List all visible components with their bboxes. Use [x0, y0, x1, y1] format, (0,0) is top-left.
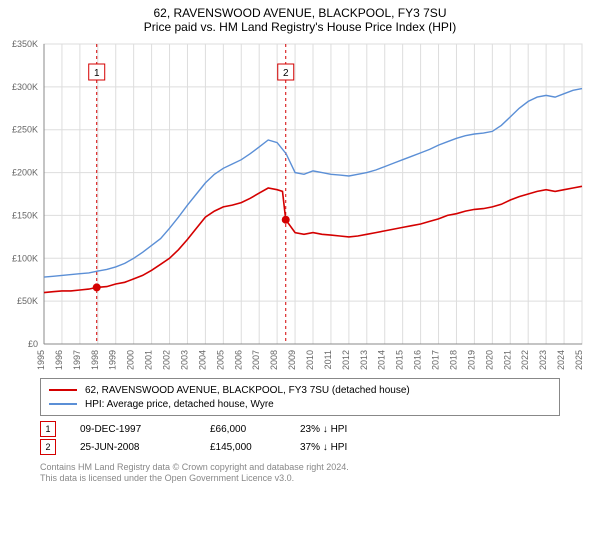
marker-row: 2 25-JUN-2008£145,00037% ↓ HPI: [40, 438, 560, 456]
x-tick-label: 2003: [179, 350, 189, 370]
y-tick-label: £150K: [12, 210, 38, 220]
x-tick-label: 2000: [126, 350, 136, 370]
y-tick-label: £300K: [12, 82, 38, 92]
y-tick-label: £0: [28, 339, 38, 349]
y-tick-label: £250K: [12, 125, 38, 135]
y-tick-label: £50K: [17, 296, 38, 306]
legend-label: HPI: Average price, detached house, Wyre: [85, 399, 274, 410]
chart-title-sub: Price paid vs. HM Land Registry's House …: [0, 20, 600, 34]
x-tick-label: 1998: [90, 350, 100, 370]
x-tick-label: 2008: [269, 350, 279, 370]
chart-footnote: Contains HM Land Registry data © Crown c…: [40, 462, 560, 485]
marker-date: 09-DEC-1997: [80, 424, 210, 435]
x-tick-label: 2017: [431, 350, 441, 370]
x-tick-label: 2015: [395, 350, 405, 370]
price-chart: £0 £50K £100K £150K £200K £250K £300K £350K 1995…: [0, 34, 600, 374]
x-tick-label: 2014: [377, 350, 387, 370]
marker-row: 1 09-DEC-1997£66,00023% ↓ HPI: [40, 420, 560, 438]
marker-price: £145,000: [210, 442, 300, 453]
chart-title-block: 62, RAVENSWOOD AVENUE, BLACKPOOL, FY3 7S…: [0, 0, 600, 34]
x-tick-label: 2022: [520, 350, 530, 370]
x-tick-label: 2010: [305, 350, 315, 370]
chart-legend: 62, RAVENSWOOD AVENUE, BLACKPOOL, FY3 7S…: [40, 378, 560, 416]
footnote-line1: Contains HM Land Registry data © Crown c…: [40, 462, 560, 473]
x-tick-label: 2009: [287, 350, 297, 370]
x-tick-label: 2025: [574, 350, 584, 370]
x-tick-label: 2012: [341, 350, 351, 370]
y-tick-label: £200K: [12, 168, 38, 178]
marker-diff: 37% ↓ HPI: [300, 442, 390, 453]
marker-badge: 2: [283, 68, 289, 79]
marker-date: 25-JUN-2008: [80, 442, 210, 453]
legend-row: 62, RAVENSWOOD AVENUE, BLACKPOOL, FY3 7S…: [49, 383, 551, 397]
x-tick-label: 2006: [233, 350, 243, 370]
x-tick-label: 2023: [538, 350, 548, 370]
x-tick-label: 2024: [556, 350, 566, 370]
marker-row-badge: 1: [40, 421, 56, 437]
x-tick-label: 2013: [359, 350, 369, 370]
x-tick-label: 1995: [36, 350, 46, 370]
x-tick-label: 2018: [448, 350, 458, 370]
y-tick-label: £100K: [12, 253, 38, 263]
chart-title-main: 62, RAVENSWOOD AVENUE, BLACKPOOL, FY3 7S…: [0, 6, 600, 20]
x-tick-label: 2021: [502, 350, 512, 370]
footnote-line2: This data is licensed under the Open Gov…: [40, 473, 560, 484]
x-tick-label: 2007: [251, 350, 261, 370]
x-tick-label: 2004: [197, 350, 207, 370]
legend-row: HPI: Average price, detached house, Wyre: [49, 397, 551, 411]
legend-swatch: [49, 403, 77, 405]
x-tick-label: 1996: [54, 350, 64, 370]
legend-swatch: [49, 389, 77, 391]
x-tick-label: 2002: [162, 350, 172, 370]
x-tick-label: 2019: [466, 350, 476, 370]
x-tick-label: 1997: [72, 350, 82, 370]
x-tick-label: 2011: [323, 350, 333, 369]
marker-price: £66,000: [210, 424, 300, 435]
x-tick-label: 2020: [484, 350, 494, 370]
marker-badge: 1: [94, 68, 100, 79]
marker-diff: 23% ↓ HPI: [300, 424, 390, 435]
x-tick-label: 1999: [108, 350, 118, 370]
legend-label: 62, RAVENSWOOD AVENUE, BLACKPOOL, FY3 7S…: [85, 385, 410, 396]
x-tick-label: 2016: [413, 350, 423, 370]
y-tick-label: £350K: [12, 39, 38, 49]
marker-table: 1 09-DEC-1997£66,00023% ↓ HPI 2 25-JUN-2008…: [40, 420, 560, 456]
marker-row-badge: 2: [40, 439, 56, 455]
x-tick-label: 2001: [144, 350, 154, 370]
x-tick-label: 2005: [215, 350, 225, 370]
